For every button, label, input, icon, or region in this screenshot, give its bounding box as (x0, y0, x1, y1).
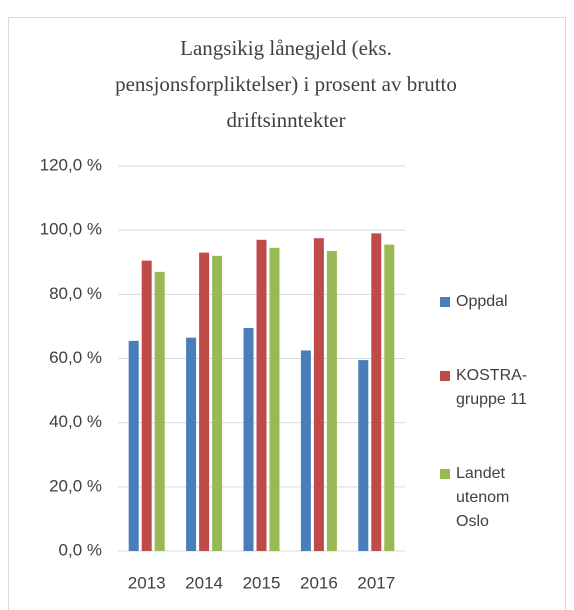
y-tick-label: 0,0 % (59, 540, 102, 559)
x-tick-label: 2016 (300, 573, 338, 592)
bar (212, 255, 223, 552)
x-tick-label: 2017 (357, 573, 395, 592)
bar (371, 233, 382, 551)
bar (326, 251, 337, 552)
bar (141, 260, 152, 551)
legend-label: KOSTRA-gruppe 11 (456, 367, 528, 408)
x-tick-label: 2015 (243, 573, 281, 592)
bar (358, 360, 369, 551)
bar (313, 238, 324, 551)
legend-swatch (440, 371, 450, 381)
chart-title: pensjonsforpliktelser) i prosent av brut… (115, 72, 457, 96)
bar (300, 350, 311, 551)
bar (186, 337, 197, 551)
legend-item: Landet utenom Oslo (440, 464, 528, 534)
bar (243, 328, 254, 551)
chart-title: driftsinntekter (227, 108, 346, 132)
bar (154, 271, 165, 551)
y-tick-label: 80,0 % (49, 284, 102, 303)
x-tick-label: 2014 (185, 573, 223, 592)
y-tick-label: 40,0 % (49, 412, 102, 431)
x-tick-label: 2013 (128, 573, 166, 592)
bar (128, 340, 139, 551)
bar (256, 239, 267, 551)
y-tick-label: 100,0 % (40, 220, 102, 239)
y-tick-label: 60,0 % (49, 348, 102, 367)
bar (269, 247, 280, 551)
chart-border (8, 17, 566, 610)
y-tick-label: 120,0 % (40, 155, 102, 174)
legend-item: Oppdal (440, 292, 528, 314)
legend-label: Oppdal (456, 293, 508, 310)
legend-swatch (440, 469, 450, 479)
legend-swatch (440, 297, 450, 307)
bar (384, 244, 395, 551)
y-tick-label: 20,0 % (49, 476, 102, 495)
legend-item: KOSTRA-gruppe 11 (440, 366, 528, 412)
legend-label: Landet utenom Oslo (456, 465, 510, 530)
chart-title: Langsikig lånegjeld (eks. (180, 36, 392, 60)
bar (199, 252, 210, 551)
